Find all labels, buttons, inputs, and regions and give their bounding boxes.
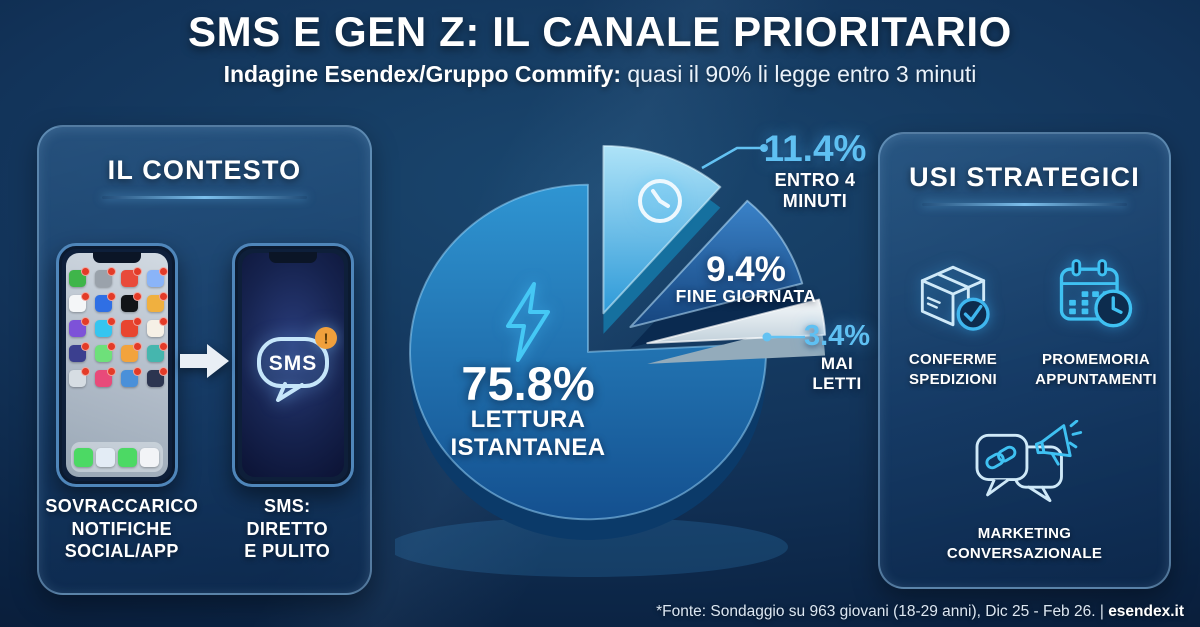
pie-chart-svg: [395, 144, 827, 577]
phone-notifications: [55, 243, 178, 487]
sms-bubble-text: SMS: [268, 352, 317, 375]
notification-badge: [159, 267, 168, 276]
pie-slices: [409, 144, 827, 540]
phone-notch: [92, 252, 141, 263]
notification-badge: [159, 317, 168, 326]
brand-link[interactable]: esendex.it: [1108, 603, 1184, 620]
notification-badge: [133, 267, 142, 276]
app-icon: [69, 267, 90, 287]
app-icon: [147, 317, 168, 337]
source-note: *Fonte: Sondaggio su 963 giovani (18-29 …: [656, 603, 1109, 620]
subtitle-bold: Indagine Esendex/Gruppo Commify:: [223, 61, 621, 87]
phone-notch: [268, 252, 317, 263]
app-icon: [95, 367, 116, 387]
context-panel: IL CONTESTO: [37, 125, 372, 595]
phone-sms-screen: SMS !: [241, 253, 344, 477]
phone-notifications-screen: [65, 253, 168, 477]
uses-row: CONFERME SPEDIZIONI PROMEMORIA A: [880, 250, 1169, 389]
subtitle-rest: quasi il 90% li legge entro 3 minuti: [621, 61, 977, 87]
app-icon: [69, 292, 90, 312]
dock-app-icon: [140, 447, 160, 467]
context-title-underline: [102, 196, 307, 199]
phone-before-label: SOVRACCARICO NOTIFICHE SOCIAL/APP: [45, 496, 199, 561]
app-dock: [70, 442, 163, 472]
notification-badge: [81, 317, 90, 326]
app-icon: [147, 292, 168, 312]
use-label-reminders: PROMEMORIA APPUNTAMENTI: [1035, 351, 1157, 388]
phone-labels: SOVRACCARICO NOTIFICHE SOCIAL/APP SMS: D…: [39, 495, 370, 563]
app-icon: [121, 367, 142, 387]
app-icon: [147, 342, 168, 362]
app-icon: [95, 267, 116, 287]
notification-badge: [133, 367, 142, 376]
notification-badge: [107, 342, 116, 351]
notification-badge: [133, 317, 142, 326]
notification-badge: [107, 317, 116, 326]
notification-badge: [133, 342, 142, 351]
use-label-marketing: MARKETING CONVERSAZIONALE: [946, 525, 1103, 562]
use-item-marketing: MARKETING CONVERSAZIONALE: [880, 420, 1169, 563]
page-subtitle: Indagine Esendex/Gruppo Commify: quasi i…: [0, 61, 1200, 88]
app-icon: [69, 367, 90, 387]
arrow-right-icon: [179, 343, 230, 384]
notification-badge: [159, 292, 168, 301]
app-icon: [95, 342, 116, 362]
app-icon: [69, 342, 90, 362]
app-grid: [66, 253, 168, 387]
notification-badge: [81, 342, 90, 351]
notification-badge: [133, 292, 142, 301]
notification-badge: [107, 367, 116, 376]
phone-sms: SMS !: [231, 243, 354, 487]
chat-megaphone-icon: [975, 420, 1082, 503]
notification-badge: [159, 367, 168, 376]
callout-lines: [701, 144, 805, 342]
uses-panel-title: USI STRATEGICI: [909, 162, 1140, 192]
callout-line-entro4: [701, 146, 761, 170]
calendar-clock-icon: [1059, 259, 1133, 328]
use-label-shipping: CONFERME SPEDIZIONI: [908, 351, 998, 388]
footer: *Fonte: Sondaggio su 963 giovani (18-29 …: [656, 603, 1184, 621]
notification-badge: [159, 342, 168, 351]
strategic-uses-panel: USI STRATEGICI CONFERME SPEDIZIONI: [878, 132, 1171, 589]
app-icon: [95, 292, 116, 312]
package-check-icon: [920, 265, 990, 331]
callout-dot-entro4: [760, 144, 768, 152]
app-icon: [147, 267, 168, 287]
context-panel-title: IL CONTESTO: [107, 155, 302, 185]
dock-app-icon: [118, 447, 138, 467]
notification-badge: [107, 267, 116, 276]
app-icon: [121, 292, 142, 312]
pie-slice: [646, 298, 827, 345]
app-icon: [147, 367, 168, 387]
sms-badge-text: !: [323, 331, 328, 348]
use-item-shipping: CONFERME SPEDIZIONI: [883, 250, 1023, 389]
pie-slice: [409, 183, 768, 521]
phones-row: SMS !: [39, 243, 370, 487]
pie-chart: 11.4% ENTRO 4 MINUTI 9.4% FINE GIORNATA …: [395, 110, 895, 620]
pie-slice: [629, 199, 804, 328]
app-icon: [121, 317, 142, 337]
app-icon: [121, 267, 142, 287]
notification-badge: [107, 292, 116, 301]
sms-bubble-icon: SMS !: [256, 327, 337, 402]
app-icon: [121, 342, 142, 362]
pie-slice: [602, 144, 722, 315]
app-icon: [95, 317, 116, 337]
page-title: SMS E GEN Z: IL CANALE PRIORITARIO: [188, 8, 1012, 55]
phone-after-label: SMS: DIRETTO E PULITO: [244, 496, 331, 561]
dock-app-icon: [73, 447, 93, 467]
notification-badge: [81, 292, 90, 301]
header: SMS E GEN Z: IL CANALE PRIORITARIO Indag…: [0, 8, 1200, 88]
notification-badge: [81, 267, 90, 276]
sms-notification-badge: [314, 327, 337, 349]
use-item-reminders: PROMEMORIA APPUNTAMENTI: [1026, 250, 1166, 389]
uses-title-underline: [922, 203, 1127, 206]
pie-glow: [395, 517, 788, 577]
notification-badge: [81, 367, 90, 376]
dock-app-icon: [95, 447, 115, 467]
app-icon: [69, 317, 90, 337]
